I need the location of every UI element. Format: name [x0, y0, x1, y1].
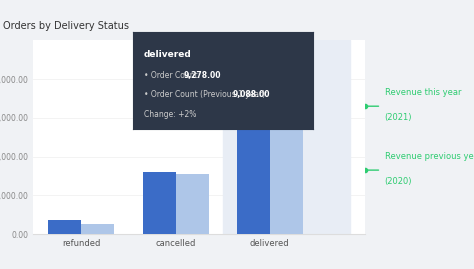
Bar	[48, 221, 81, 234]
Bar	[143, 172, 175, 234]
Text: • Order Count (Previous 1 year):: • Order Count (Previous 1 year):	[144, 90, 270, 99]
Bar	[223, 40, 350, 234]
Text: (2020): (2020)	[384, 177, 412, 186]
Text: (2021): (2021)	[384, 113, 412, 122]
Bar	[175, 174, 209, 234]
Text: 9,278.00: 9,278.00	[184, 71, 221, 80]
Bar	[81, 224, 114, 234]
Bar	[270, 58, 303, 234]
Text: Revenue this year: Revenue this year	[384, 88, 461, 97]
Text: Change: +2%: Change: +2%	[144, 110, 196, 119]
Bar	[237, 54, 270, 234]
Text: • Order Count:: • Order Count:	[144, 71, 202, 80]
Text: 9,088.00: 9,088.00	[233, 90, 270, 99]
Text: Orders by Delivery Status: Orders by Delivery Status	[3, 21, 129, 31]
Text: Revenue previous year: Revenue previous year	[384, 152, 474, 161]
Text: delivered: delivered	[144, 50, 191, 59]
